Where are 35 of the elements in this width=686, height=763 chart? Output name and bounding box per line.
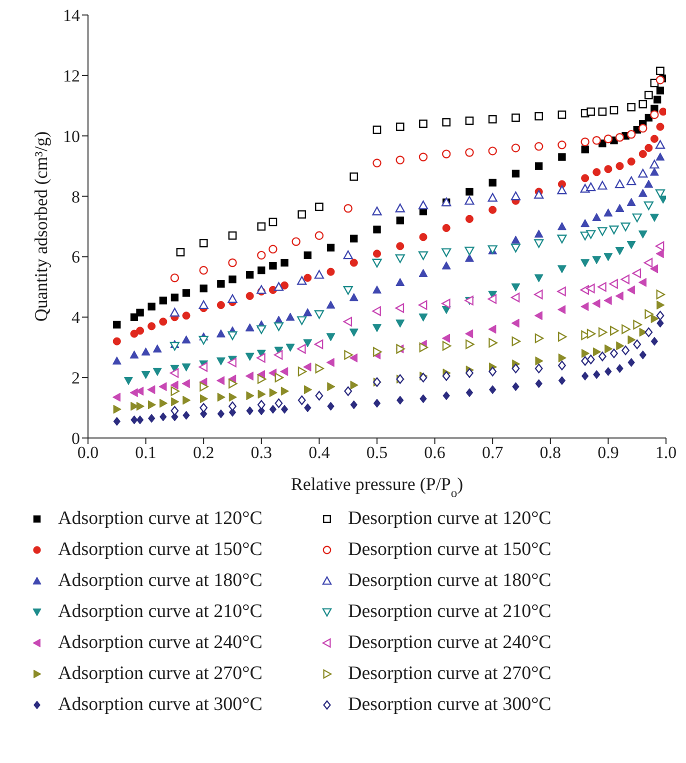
legend-label: Adsorption curve at 270°C xyxy=(58,663,262,685)
legend-label: Desorption curve at 180°C xyxy=(348,570,552,592)
legend-label: Adsorption curve at 120°C xyxy=(58,508,262,530)
x-tick-label: 0.3 xyxy=(250,443,272,462)
x-tick-label: 1.0 xyxy=(655,443,677,462)
legend-label: Adsorption curve at 150°C xyxy=(58,539,262,561)
y-tick-label: 0 xyxy=(72,429,80,448)
x-axis-title: Relative pressure (P/P$_{o}$) xyxy=(290,474,464,500)
y-tick-label: 2 xyxy=(72,368,80,388)
y-tick-label: 14 xyxy=(63,6,80,26)
y-tick-label: 4 xyxy=(72,308,80,328)
y-tick-label: 8 xyxy=(72,187,80,206)
legend-label: Desorption curve at 210°C xyxy=(348,601,552,623)
x-tick-label: 0.2 xyxy=(192,443,214,462)
y-tick-label: 6 xyxy=(72,248,80,267)
x-tick-label: 0.8 xyxy=(540,443,562,462)
x-tick-label: 0.7 xyxy=(482,443,504,462)
x-tick-label: 0.0 xyxy=(77,443,99,462)
x-tick-label: 0.5 xyxy=(366,443,388,462)
legend-label: Adsorption curve at 180°C xyxy=(58,570,262,592)
legend-label: Desorption curve at 300°C xyxy=(348,694,552,716)
legend-label: Adsorption curve at 210°C xyxy=(58,601,262,623)
legend-label: Desorption curve at 120°C xyxy=(348,508,552,530)
legend-label: Desorption curve at 240°C xyxy=(348,632,552,654)
x-tick-label: 0.1 xyxy=(135,443,156,462)
legend-label: Adsorption curve at 240°C xyxy=(58,632,262,654)
legend-label: Adsorption curve at 300°C xyxy=(58,694,262,716)
legend-label: Desorption curve at 150°C xyxy=(348,539,552,561)
x-tick-label: 0.6 xyxy=(424,443,446,462)
y-axis-title: Quantity adsorbed (cm³/g) xyxy=(30,131,51,322)
y-tick-label: 10 xyxy=(63,126,80,146)
x-tick-label: 0.9 xyxy=(598,443,619,462)
x-tick-label: 0.4 xyxy=(308,443,330,462)
legend-label: Desorption curve at 270°C xyxy=(348,663,552,685)
y-tick-label: 12 xyxy=(63,66,80,86)
